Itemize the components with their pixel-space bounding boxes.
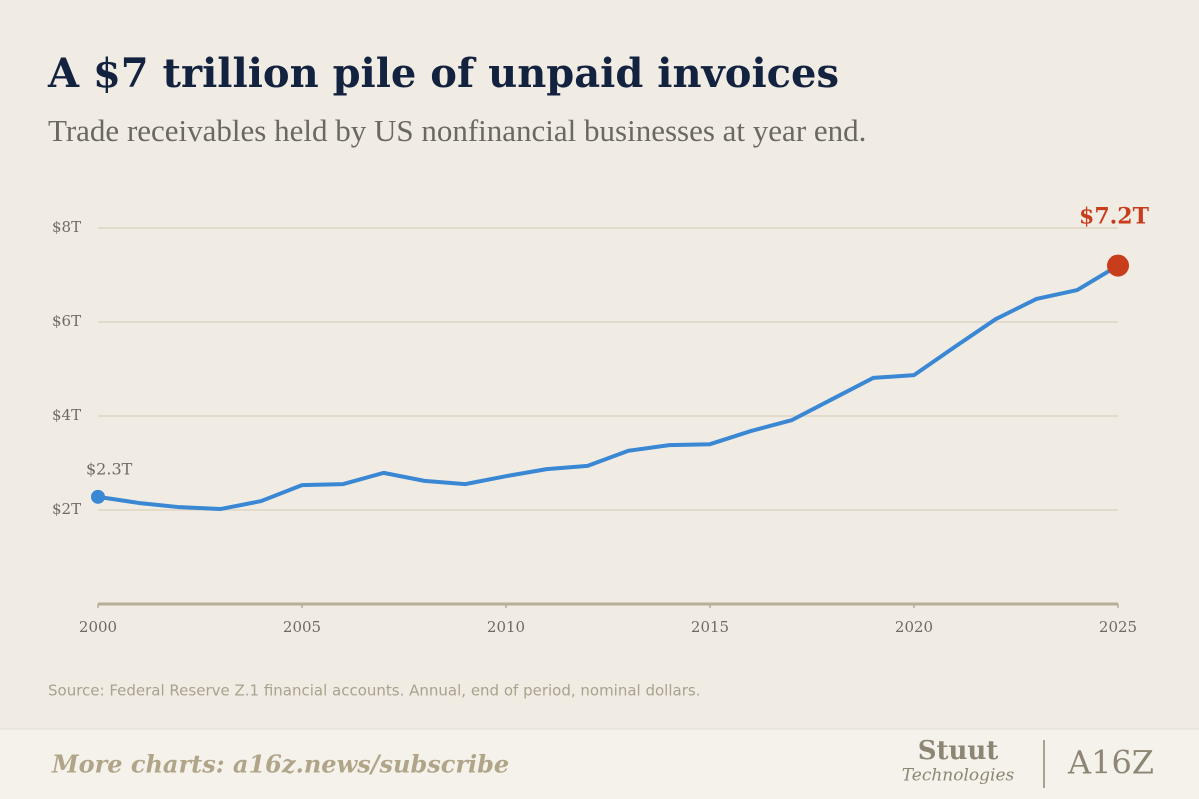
chart-subtitle: Trade receivables held by US nonfinancia…: [48, 113, 866, 148]
x-tick-label: 2005: [283, 618, 321, 636]
y-tick-label: $2T: [52, 500, 81, 518]
logo-a16z: A16Z: [1067, 744, 1154, 782]
data-point: [1107, 254, 1129, 277]
footer-band: [0, 729, 1199, 799]
data-line: [96, 263, 1120, 512]
data-label: $2.3T: [86, 459, 133, 478]
footer-link[interactable]: More charts: a16z.news/subscribe: [51, 750, 509, 779]
x-tick-label: 2010: [487, 618, 525, 636]
y-tick-label: $6T: [52, 312, 81, 330]
chart-title: A $7 trillion pile of unpaid invoices: [47, 50, 839, 97]
data-label: $7.2T: [1079, 204, 1150, 230]
logo-technologies: Technologies: [902, 766, 1015, 786]
x-tick-label: 2015: [691, 618, 729, 636]
source-note: Source: Federal Reserve Z.1 financial ac…: [48, 682, 700, 700]
x-tick-label: 2025: [1099, 618, 1137, 636]
data-point: [91, 489, 105, 504]
x-tick-label: 2020: [895, 618, 933, 636]
y-tick-label: $4T: [52, 406, 81, 424]
logo-stuut: Stuut: [918, 736, 999, 766]
x-tick-label: 2000: [79, 618, 117, 636]
y-tick-label: $8T: [52, 218, 81, 236]
